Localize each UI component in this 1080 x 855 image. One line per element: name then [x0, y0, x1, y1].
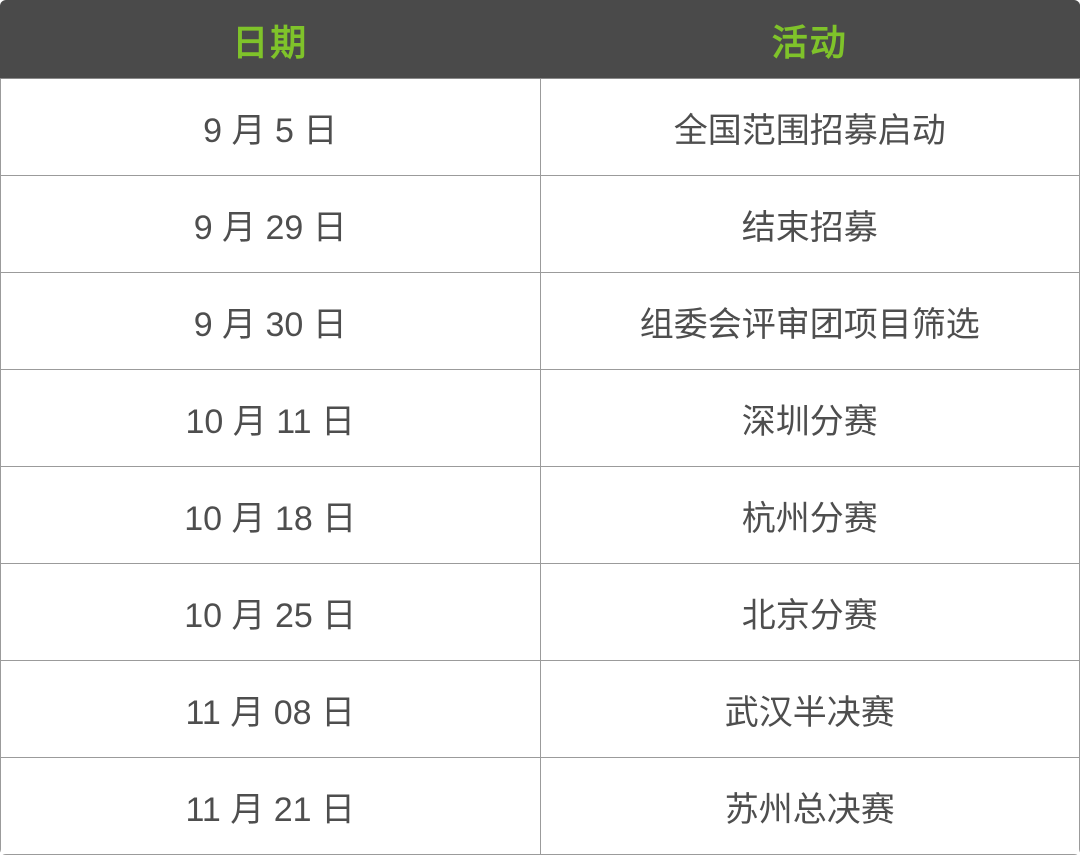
table-row: 11 月 21 日 苏州总决赛 [0, 757, 1080, 855]
activity-cell: 全国范围招募启动 [539, 78, 1080, 176]
header-row: 日期 活动 [0, 0, 1080, 79]
activity-cell: 杭州分赛 [539, 466, 1080, 564]
date-cell: 9 月 29 日 [0, 175, 541, 273]
activity-cell: 北京分赛 [539, 563, 1080, 661]
activity-cell: 组委会评审团项目筛选 [539, 272, 1080, 370]
table-row: 9 月 30 日 组委会评审团项目筛选 [0, 272, 1080, 370]
table-row: 10 月 25 日 北京分赛 [0, 563, 1080, 661]
table-body: 9 月 5 日 全国范围招募启动 9 月 29 日 结束招募 9 月 30 日 … [0, 78, 1080, 855]
table-row: 11 月 08 日 武汉半决赛 [0, 660, 1080, 758]
date-cell: 10 月 18 日 [0, 466, 541, 564]
activity-cell: 武汉半决赛 [539, 660, 1080, 758]
table-row: 10 月 18 日 杭州分赛 [0, 466, 1080, 564]
date-cell: 10 月 25 日 [0, 563, 541, 661]
column-header-date: 日期 [0, 0, 541, 79]
table-row: 9 月 5 日 全国范围招募启动 [0, 78, 1080, 176]
date-cell: 11 月 08 日 [0, 660, 541, 758]
date-cell: 10 月 11 日 [0, 369, 541, 467]
activity-cell: 结束招募 [539, 175, 1080, 273]
table-row: 9 月 29 日 结束招募 [0, 175, 1080, 273]
date-cell: 9 月 30 日 [0, 272, 541, 370]
date-cell: 9 月 5 日 [0, 78, 541, 176]
table-header: 日期 活动 [0, 0, 1080, 79]
column-header-activity: 活动 [539, 0, 1080, 79]
activity-cell: 深圳分赛 [539, 369, 1080, 467]
table-row: 10 月 11 日 深圳分赛 [0, 369, 1080, 467]
date-cell: 11 月 21 日 [0, 757, 541, 855]
activity-cell: 苏州总决赛 [539, 757, 1080, 855]
